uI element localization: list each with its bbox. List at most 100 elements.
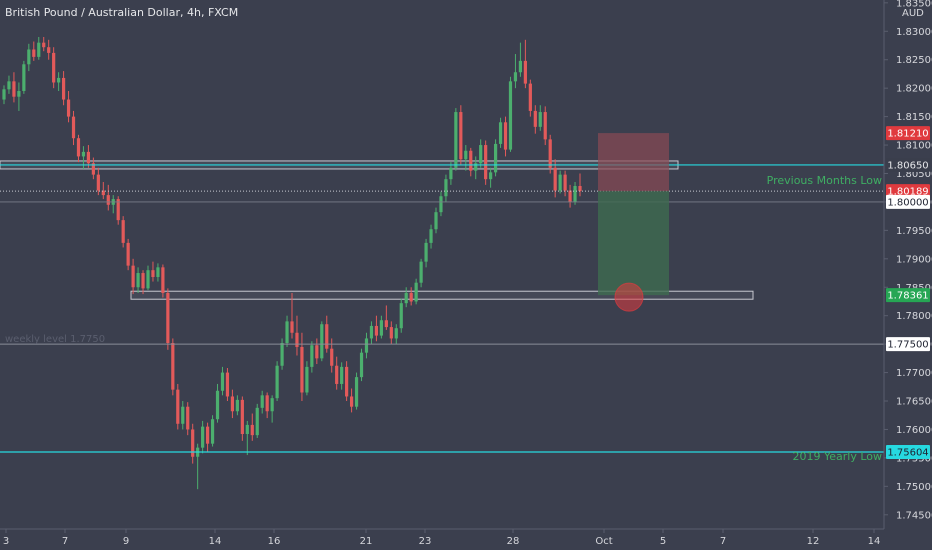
candle-body <box>32 49 36 57</box>
y-tick-label: 1.79000 <box>896 254 932 265</box>
x-tick-label: 14 <box>209 536 222 547</box>
candle-body <box>201 426 205 448</box>
candle-body <box>469 150 473 171</box>
candle-body <box>374 325 379 336</box>
candle-body <box>116 199 120 221</box>
price-tag: 1.78361 <box>886 288 930 303</box>
candles-layer <box>2 36 582 490</box>
candle-body <box>493 143 498 173</box>
candle-body <box>295 332 299 347</box>
yearly-low-label: 2019 Yearly Low <box>792 450 882 463</box>
candle-body <box>12 81 16 97</box>
stop-loss-zone[interactable] <box>598 133 669 192</box>
candle-body <box>210 419 215 444</box>
price-tag-bg <box>886 194 930 209</box>
candle-body <box>424 242 428 262</box>
candle-body <box>320 324 324 359</box>
y-tick-label: 1.80500 <box>896 169 932 180</box>
candle-body <box>81 151 86 157</box>
x-tick-label: 3 <box>3 536 9 547</box>
candle-body <box>136 273 140 288</box>
price-tag: 1.81210 <box>886 126 930 141</box>
candle-body <box>479 145 483 164</box>
price-tag-label: 1.75604 <box>887 447 928 458</box>
candle-body <box>230 396 235 412</box>
candle-body <box>131 265 135 288</box>
candle-body <box>558 174 562 191</box>
candle-body <box>27 49 31 65</box>
candle-body <box>533 110 537 127</box>
candle-body <box>484 145 488 180</box>
candle-body <box>96 174 100 191</box>
candle-body <box>359 352 364 378</box>
candle-body <box>389 327 393 339</box>
candle-body <box>250 424 254 436</box>
position-layer <box>598 133 669 312</box>
candle-body <box>156 267 160 278</box>
candle-body <box>419 261 423 283</box>
price-tag-label: 1.77500 <box>887 340 928 351</box>
candle-body <box>240 399 244 435</box>
candle-body <box>409 292 413 302</box>
y-tick-label: 1.74500 <box>896 510 932 521</box>
candle-body <box>61 77 66 100</box>
candle-body <box>101 190 105 196</box>
candle-body <box>553 167 557 191</box>
chart-title: British Pound / Australian Dollar, 4h, F… <box>5 6 238 19</box>
price-tag-label: 1.78361 <box>887 291 928 302</box>
candle-body <box>513 72 518 82</box>
price-tag-bg <box>886 157 930 172</box>
candle-body <box>330 348 334 366</box>
candle-body <box>310 345 314 367</box>
candle-body <box>568 190 572 202</box>
candle-body <box>503 122 508 150</box>
candle-body <box>404 292 408 304</box>
candle-body <box>265 395 269 412</box>
price-tag-bg <box>886 444 930 459</box>
price-tag-bg <box>886 126 930 141</box>
candle-body <box>176 389 180 424</box>
weekly-level-label: weekly level 1.7750 <box>5 334 105 345</box>
candle-body <box>76 138 81 157</box>
y-tick-label: 1.81000 <box>896 141 932 152</box>
candle-body <box>429 229 433 243</box>
candle-body <box>275 365 279 399</box>
price-axis[interactable]: 1.83500 1.83000 1.82500 1.82000 1.81500 1.810… <box>884 0 932 521</box>
candle-body <box>285 321 289 343</box>
x-tick-label: 16 <box>268 536 281 547</box>
candle-body <box>354 377 359 407</box>
candle-body <box>414 282 418 302</box>
candle-body <box>434 212 438 230</box>
price-tag-bg <box>886 337 930 352</box>
candle-body <box>47 47 51 53</box>
take-profit-zone[interactable] <box>598 191 669 296</box>
x-tick-label: 23 <box>419 536 432 547</box>
y-tick-label: 1.83500 <box>896 0 932 9</box>
y-tick-label: 1.77000 <box>896 368 932 379</box>
y-tick-label: 1.78000 <box>896 311 932 322</box>
price-tag: 1.80000 <box>886 194 930 209</box>
candle-body <box>141 273 145 289</box>
time-axis[interactable]: 3 7 9 14 16 21 23 28 Oct 5 7 12 14 <box>3 529 881 547</box>
price-tag-label: 1.81210 <box>887 129 928 140</box>
candle-body <box>280 342 284 366</box>
candle-body <box>369 325 374 339</box>
candle-body <box>449 167 453 180</box>
candle-body <box>121 220 125 243</box>
candle-body <box>578 186 582 192</box>
candle-body <box>474 163 478 171</box>
candle-body <box>399 303 403 329</box>
x-tick-label: 21 <box>360 536 373 547</box>
candle-body <box>161 267 165 293</box>
candle-body <box>260 395 264 408</box>
candle-body <box>528 83 532 111</box>
candle-body <box>42 42 46 48</box>
candle-body <box>340 366 344 384</box>
y-tick-label: 1.76000 <box>896 425 932 436</box>
candle-body <box>17 91 21 97</box>
target-marker <box>614 282 644 312</box>
candle-body <box>7 81 11 90</box>
